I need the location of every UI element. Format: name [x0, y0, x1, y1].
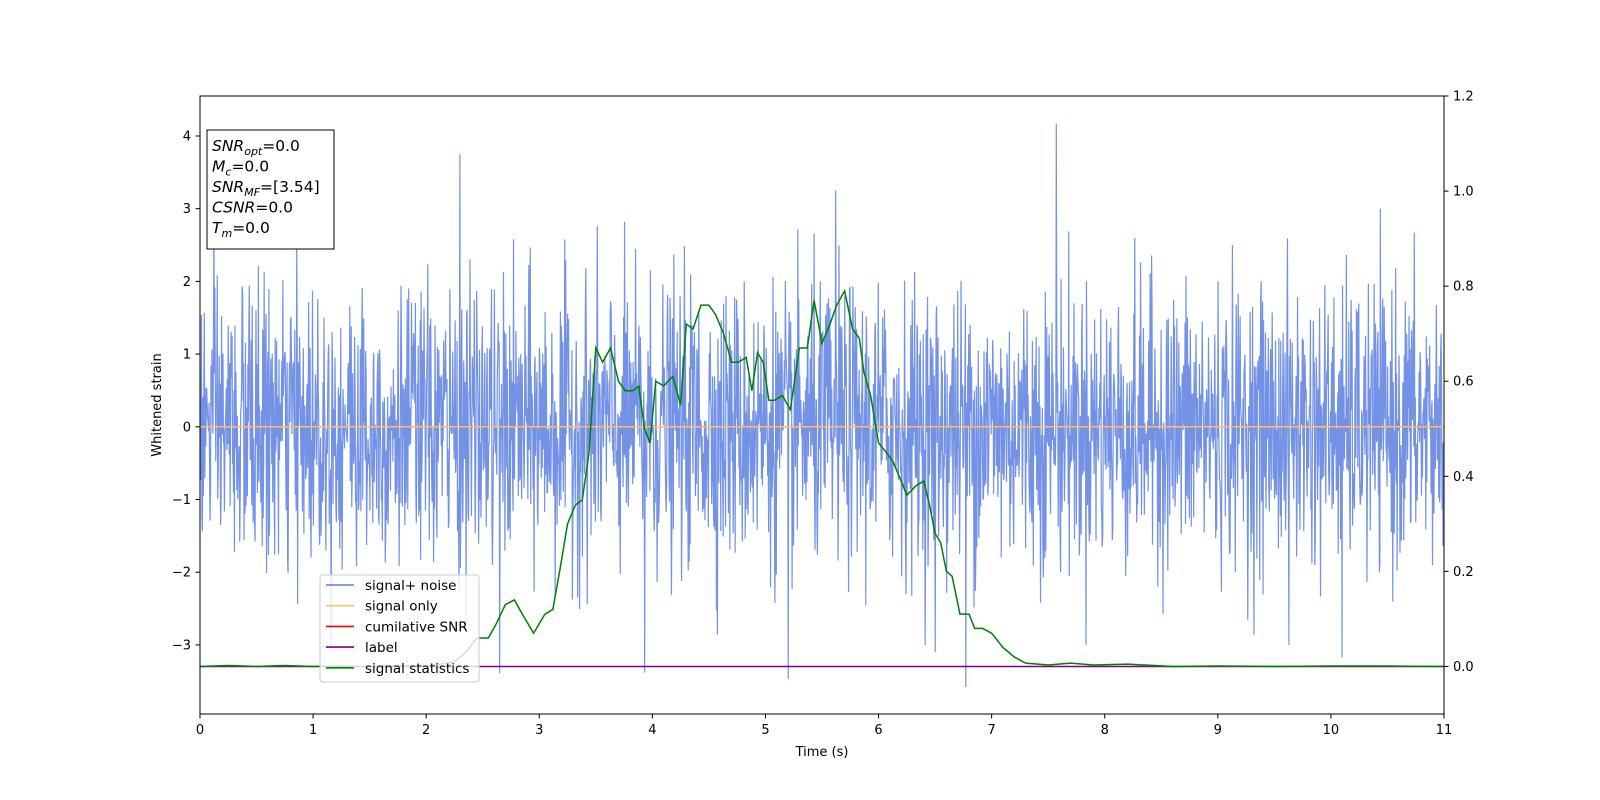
- x-tick-label: 3: [535, 723, 543, 738]
- annotation-subscript: m: [221, 227, 232, 240]
- x-tick-label: 2: [422, 723, 430, 738]
- axes-frame: [199, 95, 1445, 715]
- y2-tick-label: 0.2: [1453, 565, 1474, 580]
- legend-frame: [319, 574, 480, 683]
- x-tick-label: 4: [648, 723, 656, 738]
- y2-tick-label: 0.6: [1453, 375, 1474, 390]
- legend: signal+ noise signal only cumilative SNR la…: [319, 574, 480, 683]
- series-signal-statistics: [200, 288, 1444, 668]
- annotation-subscript: MF: [244, 186, 260, 199]
- x-tick-label: 7: [987, 723, 995, 738]
- annotation-line: Mc=0.0: [212, 158, 269, 179]
- annotation-symbol: CSNR: [212, 199, 255, 217]
- annotation-symbol: SNR: [212, 137, 244, 155]
- x-tick-label: 6: [874, 723, 882, 738]
- legend-label: signal only: [365, 599, 438, 615]
- annotation-value: =[3.54]: [260, 178, 320, 196]
- x-tick-label: 8: [1101, 723, 1109, 738]
- y-tick-label: 4: [183, 129, 191, 144]
- annotation-value: =0.0: [232, 219, 270, 237]
- y-tick-label: −1: [172, 493, 191, 508]
- x-axis: 0 1 2 3 4 5 6 7 8 9 10 11: [196, 714, 1452, 738]
- annotation-line: CSNR=0.0: [212, 199, 293, 217]
- y2-tick-label: 0.0: [1453, 660, 1474, 675]
- y2-tick-label: 1.2: [1453, 90, 1474, 105]
- y-tick-label: 3: [183, 202, 191, 217]
- annotation-symbol: M: [212, 158, 225, 176]
- y-axis-right: 0.0 0.2 0.4 0.6 0.8 1.0 1.2: [1444, 90, 1474, 675]
- series-signal-noise: [200, 123, 1444, 688]
- legend-label: cumilative SNR: [365, 619, 468, 635]
- y-tick-label: −3: [172, 638, 191, 653]
- y2-tick-label: 0.4: [1453, 470, 1474, 485]
- x-tick-label: 5: [761, 723, 769, 738]
- y-tick-label: 2: [183, 275, 191, 290]
- annotation-line: Tm=0.0: [212, 219, 270, 240]
- annotation-value: =0.0: [262, 137, 300, 155]
- x-axis-label: Time (s): [795, 745, 849, 760]
- x-tick-label: 11: [1436, 723, 1453, 738]
- y-tick-label: 1: [183, 348, 191, 363]
- legend-label: signal statistics: [365, 661, 469, 677]
- annotation-symbol: SNR: [212, 178, 244, 196]
- legend-label: signal+ noise: [365, 578, 456, 594]
- y-tick-label: 0: [183, 420, 191, 435]
- annotation-subscript: opt: [244, 145, 263, 158]
- legend-label: label: [365, 640, 398, 656]
- x-tick-label: 1: [309, 723, 317, 738]
- annotation-value: =0.0: [231, 158, 269, 176]
- y2-tick-label: 0.8: [1453, 280, 1474, 295]
- annotation-box: [206, 129, 335, 250]
- annotation-line: SNRMF=[3.54]: [212, 178, 320, 199]
- y-axis-label: Whitened strain: [150, 353, 165, 456]
- y-tick-label: −2: [172, 566, 191, 581]
- x-tick-label: 10: [1323, 723, 1340, 738]
- annotation-value: =0.0: [255, 199, 293, 217]
- stats-annotation-box: SNRopt=0.0Mc=0.0SNRMF=[3.54]CSNR=0.0Tm=0…: [206, 129, 335, 250]
- y2-tick-label: 1.0: [1453, 185, 1474, 200]
- annotation-line: SNRopt=0.0: [212, 137, 300, 158]
- annotation-subscript: c: [225, 166, 231, 179]
- annotation-symbol: T: [212, 219, 223, 237]
- x-tick-label: 0: [196, 723, 204, 738]
- y-axis-left: −3 −2 −1 0 1 2 3 4: [172, 129, 200, 653]
- x-tick-label: 9: [1214, 723, 1222, 738]
